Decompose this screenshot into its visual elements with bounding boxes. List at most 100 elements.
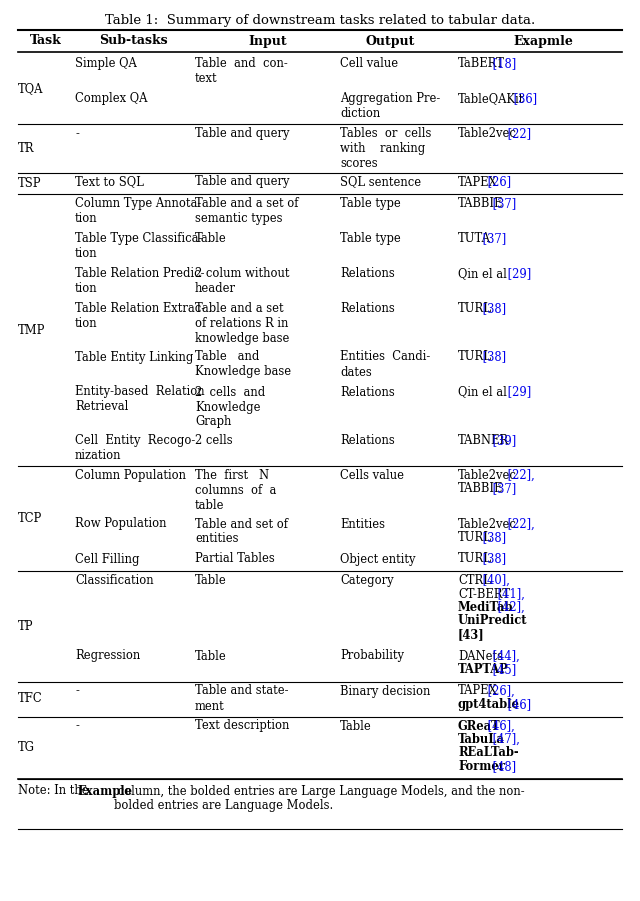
Text: TFC: TFC [18,693,43,705]
Text: Text to SQL: Text to SQL [75,176,144,188]
Text: Table and state-
ment: Table and state- ment [195,685,289,713]
Text: TABBIE: TABBIE [458,197,504,210]
Text: TableQAKit: TableQAKit [458,92,524,105]
Text: TURL: TURL [458,552,492,566]
Text: Sub-tasks: Sub-tasks [99,34,167,48]
Text: TUTA: TUTA [458,232,491,245]
Text: [41],: [41], [494,587,525,600]
Text: Table and query: Table and query [195,127,289,140]
Text: Entities: Entities [340,517,385,531]
Text: Cell  Entity  Recogo-
nization: Cell Entity Recogo- nization [75,434,195,462]
Text: TAPTAP: TAPTAP [458,663,509,676]
Text: Table and a set
of relations R in
knowledge base: Table and a set of relations R in knowle… [195,302,289,345]
Text: TAPEX: TAPEX [458,685,498,697]
Text: Table Relation Extrac-
tion: Table Relation Extrac- tion [75,302,205,330]
Text: -: - [75,127,79,140]
Text: Text description: Text description [195,720,289,733]
Text: [38]: [38] [479,531,506,544]
Text: [43]: [43] [458,628,484,641]
Text: Table and a set of
semantic types: Table and a set of semantic types [195,197,298,225]
Text: Relations: Relations [340,434,395,447]
Text: [26]: [26] [484,176,511,188]
Text: Table: Table [340,720,372,733]
Text: Probability: Probability [340,650,404,662]
Text: [37]: [37] [489,483,516,496]
Text: [22]: [22] [504,127,532,140]
Text: gpt4table: gpt4table [458,698,520,711]
Text: CT-BERT: CT-BERT [458,587,510,600]
Text: Table2vec: Table2vec [458,517,517,531]
Text: DANets: DANets [458,650,503,662]
Text: Note: In the: Note: In the [18,785,92,797]
Text: [26],: [26], [484,685,515,697]
Text: Table Entity Linking: Table Entity Linking [75,350,193,363]
Text: Table Relation Predic-
tion: Table Relation Predic- tion [75,267,205,295]
Text: [45]: [45] [489,663,516,676]
Text: TabuLa: TabuLa [458,733,505,746]
Text: Cell Filling: Cell Filling [75,552,140,566]
Text: Table2vec: Table2vec [458,469,517,482]
Text: TaBERT: TaBERT [458,57,505,70]
Text: [22],: [22], [504,469,535,482]
Text: [29]: [29] [504,386,532,398]
Text: Qin el al: Qin el al [458,386,507,398]
Text: TURL: TURL [458,350,492,363]
Text: Complex QA: Complex QA [75,92,147,105]
Text: [48]: [48] [489,760,516,773]
Text: Table2vec: Table2vec [458,127,517,140]
Text: The  first   N
columns  of  a
table: The first N columns of a table [195,469,276,512]
Text: TURL: TURL [458,302,492,315]
Text: [44],: [44], [489,650,520,662]
Text: Qin el al: Qin el al [458,267,507,280]
Text: Column Type Annota-
tion: Column Type Annota- tion [75,197,201,225]
Text: [38]: [38] [479,302,506,315]
Text: [37]: [37] [479,232,506,245]
Text: UniPredict: UniPredict [458,614,527,627]
Text: TABBIE: TABBIE [458,483,504,496]
Text: [18]: [18] [489,57,516,70]
Text: TAPEX: TAPEX [458,176,498,188]
Text: TG: TG [18,741,35,754]
Text: Table and set of
entities: Table and set of entities [195,517,288,545]
Text: Table 1:  Summary of downstream tasks related to tabular data.: Table 1: Summary of downstream tasks rel… [105,14,535,27]
Text: Entities  Candi-
dates: Entities Candi- dates [340,350,430,378]
Text: Table   and
Knowledge base: Table and Knowledge base [195,350,291,378]
Text: Entity-based  Relation
Retrieval: Entity-based Relation Retrieval [75,386,205,414]
Text: Binary decision: Binary decision [340,685,430,697]
Text: Table Type Classifica-
tion: Table Type Classifica- tion [75,232,202,260]
Text: 2  cells  and
Knowledge
Graph: 2 cells and Knowledge Graph [195,386,265,429]
Text: TR: TR [18,141,35,155]
Text: Input: Input [249,34,287,48]
Text: Cells value: Cells value [340,469,404,482]
Text: Table and query: Table and query [195,176,289,188]
Text: TQA: TQA [18,83,44,96]
Text: [46],: [46], [484,720,515,733]
Text: Simple QA: Simple QA [75,57,137,70]
Text: 2 cells: 2 cells [195,434,232,447]
Text: [46]: [46] [504,698,532,711]
Text: TP: TP [18,620,33,633]
Text: TCP: TCP [18,512,42,525]
Text: Exapmle: Exapmle [513,34,573,48]
Text: Table type: Table type [340,232,401,245]
Text: [36]: [36] [509,92,537,105]
Text: MediTab: MediTab [458,601,513,614]
Text: Column Population: Column Population [75,469,186,482]
Text: Task: Task [30,34,62,48]
Text: GReaT: GReaT [458,720,500,733]
Text: [47],: [47], [489,733,520,746]
Text: Table  and  con-
text: Table and con- text [195,57,288,85]
Text: [39]: [39] [489,434,516,447]
Text: Relations: Relations [340,386,395,398]
Text: [29]: [29] [504,267,532,280]
Text: Classification: Classification [75,574,154,587]
Text: Tables  or  cells
with    ranking
scores: Tables or cells with ranking scores [340,127,431,170]
Text: [22],: [22], [504,517,535,531]
Text: Table: Table [195,650,227,662]
Text: Cell value: Cell value [340,57,398,70]
Text: Relations: Relations [340,267,395,280]
Text: TMP: TMP [18,323,45,336]
Text: Category: Category [340,574,394,587]
Text: [38]: [38] [479,350,506,363]
Text: Object entity: Object entity [340,552,415,566]
